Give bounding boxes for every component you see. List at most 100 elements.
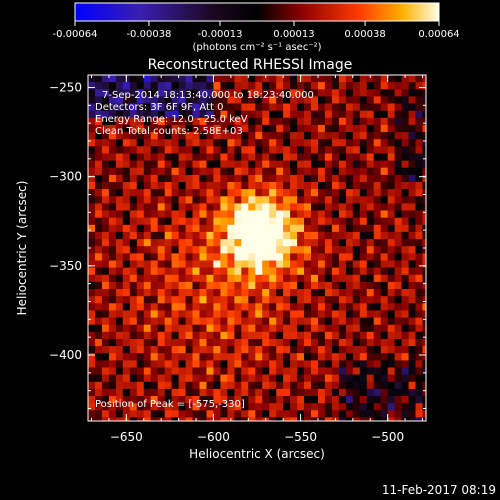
heatmap-cell (408, 153, 417, 162)
heatmap-cell (422, 417, 426, 421)
heatmap-cell (234, 189, 242, 197)
heatmap-cell (304, 388, 312, 397)
heatmap-cell (262, 346, 270, 354)
heatmap-cell (248, 210, 256, 219)
heatmap-cell (415, 310, 424, 319)
heatmap-cell (88, 174, 96, 183)
heatmap-cell (248, 246, 256, 254)
heatmap-cell (88, 310, 96, 319)
heatmap-cell (366, 82, 375, 90)
heatmap-cell (150, 303, 159, 311)
heatmap-cell (248, 196, 256, 204)
heatmap-cell (304, 146, 312, 154)
heatmap-cell (297, 281, 305, 290)
heatmap-cell (178, 196, 187, 204)
heatmap-cell (185, 174, 194, 183)
heatmap-cell (331, 324, 340, 333)
heatmap-cell (331, 217, 340, 226)
heatmap-cell (359, 417, 368, 421)
heatmap-cell (380, 289, 389, 297)
heatmap-cell (380, 82, 389, 90)
heatmap-cell (415, 360, 424, 369)
heatmap-cell (88, 296, 96, 304)
heatmap-cell (311, 139, 319, 147)
heatmap-cell (262, 224, 270, 233)
heatmap-cell (136, 82, 145, 90)
heatmap-cell (415, 381, 424, 390)
heatmap-cell (108, 82, 117, 90)
heatmap-cell (318, 410, 326, 418)
heatmap-cell (331, 146, 340, 154)
heatmap-cell (290, 103, 298, 112)
heatmap-cell (311, 353, 319, 361)
heatmap-cell (143, 253, 152, 262)
heatmap-cell (338, 396, 347, 404)
heatmap-cell (88, 331, 96, 340)
x-axis-label: Heliocentric X (arcsec) (189, 447, 325, 461)
heatmap-cell (101, 339, 110, 347)
heatmap-cell (297, 296, 305, 304)
heatmap-cell (178, 396, 187, 404)
heatmap-cell (422, 167, 426, 176)
heatmap-cell (352, 281, 361, 290)
heatmap-cell (95, 381, 103, 390)
heatmap-cell (171, 289, 180, 297)
heatmap-cell (150, 196, 159, 204)
heatmap-cell (338, 124, 347, 133)
heatmap-cell (241, 403, 249, 411)
heatmap-cell (185, 246, 194, 254)
heatmap-cell (387, 124, 396, 133)
heatmap-cell (220, 217, 228, 226)
heatmap-cell (276, 310, 284, 319)
heatmap-cell (143, 239, 152, 247)
heatmap-cell (297, 253, 305, 262)
heatmap-cell (220, 417, 228, 421)
heatmap-cell (338, 139, 347, 147)
heatmap-cell (220, 174, 228, 183)
heatmap-cell (171, 210, 180, 219)
heatmap-cell (206, 339, 215, 347)
heatmap-cell (304, 281, 312, 290)
heatmap-cell (213, 274, 221, 283)
heatmap-cell (129, 160, 138, 169)
heatmap-cell (345, 231, 354, 240)
heatmap-cell (248, 146, 256, 154)
heatmap-cell (129, 303, 138, 311)
heatmap-cell (227, 132, 235, 140)
heatmap-cell (359, 281, 368, 290)
heatmap-cell (192, 310, 201, 319)
heatmap-cell (248, 110, 256, 119)
heatmap-cell (178, 346, 187, 354)
heatmap-cell (213, 296, 221, 304)
heatmap-cell (199, 360, 208, 369)
heatmap-cell (178, 267, 187, 276)
heatmap-cell (304, 124, 312, 133)
heatmap-cell (345, 189, 354, 197)
heatmap-cell (380, 360, 389, 369)
heatmap-cell (150, 174, 159, 183)
heatmap-cell (269, 110, 277, 119)
heatmap-cell (143, 324, 152, 333)
heatmap-cell (394, 82, 403, 90)
heatmap-cell (359, 217, 368, 226)
heatmap-cell (227, 224, 235, 233)
heatmap-cell (283, 189, 291, 197)
heatmap-cell (318, 417, 326, 421)
heatmap-cell (241, 374, 249, 383)
heatmap-cell (248, 160, 256, 169)
heatmap-cell (234, 310, 242, 319)
heatmap-cell (150, 167, 159, 176)
heatmap-cell (304, 303, 312, 311)
heatmap-cell (115, 374, 124, 383)
heatmap-cell (164, 388, 173, 397)
heatmap-cell (422, 253, 426, 262)
heatmap-cell (311, 203, 319, 212)
heatmap-cell (101, 110, 110, 119)
heatmap-cell (178, 124, 187, 133)
heatmap-cell (387, 210, 396, 219)
heatmap-cell (283, 417, 291, 421)
heatmap-cell (101, 146, 110, 154)
heatmap-cell (143, 75, 152, 83)
heatmap-cell (178, 160, 187, 169)
heatmap-cell (248, 103, 256, 112)
